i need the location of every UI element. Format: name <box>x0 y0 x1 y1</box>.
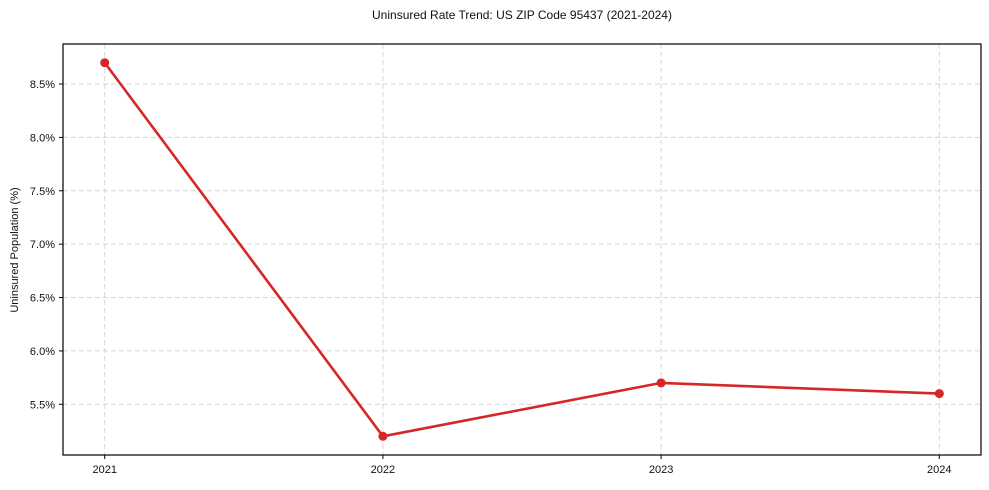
chart-title: Uninsured Rate Trend: US ZIP Code 95437 … <box>372 8 672 22</box>
y-tick-label: 8.5% <box>30 79 55 91</box>
x-tick-label: 2023 <box>649 464 673 476</box>
y-tick-label: 6.0% <box>30 346 55 358</box>
y-tick-label: 7.5% <box>30 186 55 198</box>
axes-spines <box>62 43 982 456</box>
y-tick-label: 7.0% <box>30 239 55 251</box>
x-tick-label: 2021 <box>92 464 116 476</box>
y-tick-label: 6.5% <box>30 293 55 305</box>
data-point-marker <box>934 389 944 399</box>
y-tick-label: 8.0% <box>30 132 55 144</box>
x-tick-label: 2022 <box>371 464 395 476</box>
y-axis-label: Uninsured Population (%) <box>9 187 21 313</box>
x-tick-label: 2024 <box>927 464 951 476</box>
data-point-marker <box>656 378 666 388</box>
data-point-marker <box>100 58 110 68</box>
trend-line <box>103 61 941 438</box>
data-point-marker <box>378 431 388 441</box>
y-tick-label: 5.5% <box>30 399 55 411</box>
